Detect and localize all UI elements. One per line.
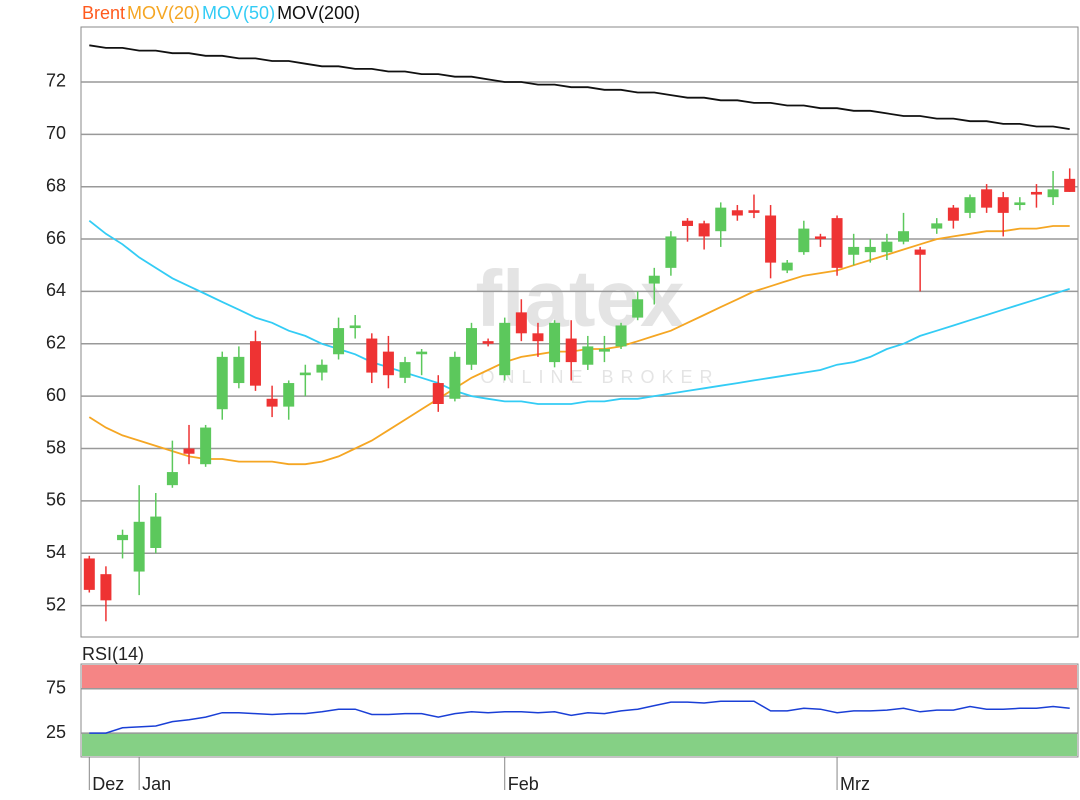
candle-body [831, 218, 843, 268]
y-tick-label: 52 [46, 594, 66, 614]
overbought-band [82, 665, 1077, 689]
x-tick-label: Dez [92, 774, 124, 794]
candle-body [931, 223, 943, 229]
x-tick-label: Feb [508, 774, 539, 794]
candle-body [848, 246, 860, 255]
candle-body [715, 207, 727, 232]
candle-body [465, 328, 477, 365]
candle-body [299, 372, 311, 376]
oversold-band [82, 733, 1077, 756]
y-tick-label: 66 [46, 228, 66, 248]
candle-body [898, 231, 910, 242]
candle-body [316, 364, 328, 373]
candle-body [748, 210, 760, 213]
candle-body [632, 299, 644, 318]
candle-body [432, 383, 444, 404]
candle-body [565, 338, 577, 363]
legend-item: MOV(50) [202, 3, 275, 23]
legend-item: Brent [82, 3, 125, 23]
candle-body [665, 236, 677, 268]
candle-body [964, 197, 976, 213]
candle-body [914, 249, 926, 255]
candle-body [216, 356, 228, 410]
y-tick-label: 56 [46, 490, 66, 510]
legend: Brent MOV(20) MOV(50) MOV(200) [82, 3, 360, 23]
candle-body [1064, 178, 1076, 192]
panel-label: RSI(14) [82, 644, 144, 664]
y-tick-label: 60 [46, 385, 66, 405]
candle-body [183, 448, 195, 454]
candle-body [582, 346, 594, 365]
candle-body [366, 338, 378, 373]
candle-body [449, 356, 461, 399]
candle-body [765, 215, 777, 263]
candle-body [598, 349, 610, 352]
candle-body [249, 341, 261, 386]
y-tick-label: 70 [46, 123, 66, 143]
candle-body [100, 574, 112, 601]
candle-body [881, 241, 893, 253]
candle-body [117, 534, 129, 541]
candle-body [997, 197, 1009, 213]
candle-body [615, 325, 627, 347]
x-tick-label: Jan [142, 774, 171, 794]
candle-body [349, 325, 361, 329]
candle-body [698, 223, 710, 237]
x-tick-label: Mrz [840, 774, 870, 794]
candle-body [981, 189, 993, 208]
legend-item: MOV(200) [277, 3, 360, 23]
y-tick-label: 75 [46, 678, 66, 698]
candle-body [549, 322, 561, 363]
watermark-brand: flatex [476, 254, 685, 343]
candle-body [499, 322, 511, 376]
candle-body [83, 558, 95, 590]
candle-body [382, 351, 394, 376]
candle-body [1014, 202, 1026, 206]
candle-body [133, 521, 145, 572]
y-tick-label: 58 [46, 437, 66, 457]
candle-body [781, 262, 793, 271]
candle-body [515, 312, 527, 334]
y-tick-label: 64 [46, 280, 66, 300]
y-tick-label: 62 [46, 333, 66, 353]
candle-body [864, 246, 876, 253]
candle-body [682, 220, 694, 226]
candle-body [416, 351, 428, 355]
candle-body [814, 236, 826, 240]
line [89, 44, 1070, 130]
candle-body [200, 427, 212, 465]
candle-body [947, 207, 959, 221]
candle-body [399, 362, 411, 378]
candle-body [798, 228, 810, 253]
candle-body [532, 333, 544, 342]
watermark-tagline: ONLINE BROKER [480, 367, 719, 387]
y-tick-label: 68 [46, 175, 66, 195]
candle-body [150, 516, 162, 548]
candle-body [1030, 191, 1042, 195]
legend-item: MOV(20) [127, 3, 200, 23]
line [88, 225, 1070, 466]
candle-body [166, 472, 178, 486]
y-tick-label: 25 [46, 722, 66, 742]
candle-body [266, 398, 278, 407]
candle-body [233, 356, 245, 384]
candle-body [731, 210, 743, 216]
line [89, 700, 1070, 734]
y-tick-label: 54 [46, 542, 66, 562]
line [88, 219, 1070, 405]
candle-body [648, 275, 660, 284]
candle-body [283, 383, 295, 407]
main-plot-area [80, 26, 1079, 638]
candle-body [333, 328, 345, 355]
watermark: flatex ONLINE BROKER [476, 254, 719, 387]
candle-body [482, 341, 494, 344]
y-tick-label: 72 [46, 71, 66, 91]
candle-body [1047, 189, 1059, 198]
